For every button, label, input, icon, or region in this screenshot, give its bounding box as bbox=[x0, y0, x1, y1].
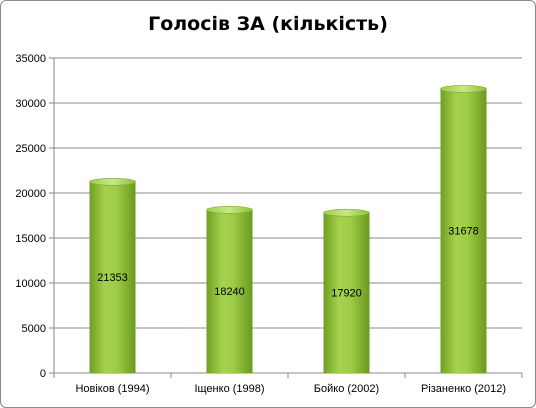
y-tick-label: 5000 bbox=[22, 323, 46, 335]
bar-top-cap bbox=[206, 206, 253, 214]
x-tick-label: Іщенко (1998) bbox=[194, 383, 264, 395]
x-tick-label: Новіков (1994) bbox=[75, 383, 149, 395]
y-tick-label: 0 bbox=[40, 368, 46, 380]
bar bbox=[440, 87, 487, 373]
chart-title: Голосів ЗА (кількість) bbox=[148, 13, 388, 35]
x-tick-label: Бойко (2002) bbox=[314, 383, 379, 395]
y-tick-label: 35000 bbox=[15, 53, 46, 65]
x-tick-label: Різаненко (2012) bbox=[421, 383, 506, 395]
data-label: 17920 bbox=[331, 287, 362, 299]
y-tick-label: 20000 bbox=[15, 188, 46, 200]
bar-top-cap bbox=[323, 208, 370, 217]
bar bbox=[323, 211, 370, 373]
bar-top-cap bbox=[89, 178, 136, 186]
bar bbox=[206, 208, 253, 373]
data-label: 21353 bbox=[97, 272, 128, 284]
y-tick-label: 15000 bbox=[15, 233, 46, 245]
y-tick-label: 25000 bbox=[15, 143, 46, 155]
y-tick-label: 30000 bbox=[15, 98, 46, 110]
y-tick-label: 10000 bbox=[15, 278, 46, 290]
bar-top-cap bbox=[440, 85, 487, 93]
data-label: 31678 bbox=[448, 225, 479, 237]
bar bbox=[89, 180, 136, 373]
data-label: 18240 bbox=[214, 286, 245, 298]
